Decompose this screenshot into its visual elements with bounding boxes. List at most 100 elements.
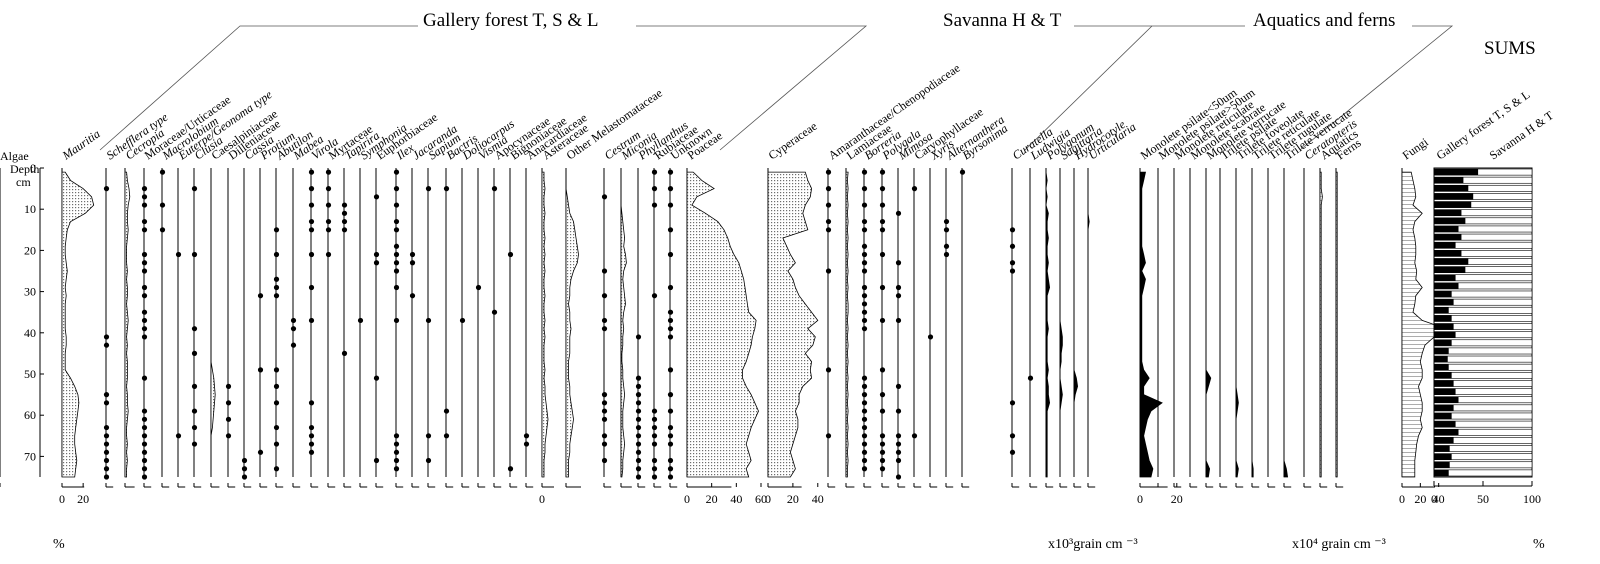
panel-myrtaceae: Myrtaceae [325,122,375,488]
presence-dot [667,284,674,291]
presence-dot [879,367,886,373]
presence-dot [393,433,400,439]
panel-ludwigia: Ludwigia [1027,125,1073,488]
sums-bar-gallery [1434,339,1452,346]
presence-dot [1009,243,1016,249]
presence-dot [861,457,868,464]
presence-dot [273,276,280,282]
abundance-curve [845,171,849,478]
panel-protium: Protium [257,128,298,488]
presence-dot [308,424,315,431]
presence-dot [103,186,110,192]
presence-dot [861,284,868,291]
presence-dot [191,383,198,389]
presence-dot [393,251,400,258]
panel-algae: Algae [0,149,29,487]
presence-dot [225,400,232,406]
presence-dot [635,441,642,447]
panel-vismia: Vismia [476,132,510,488]
presence-dot [141,433,148,439]
presence-dot [651,416,658,422]
presence-dot [393,441,400,447]
presence-dot [879,284,886,291]
presence-dot [879,457,886,464]
presence-dot [667,227,674,233]
unit-conc-2: x10⁴ grain cm ⁻³ [1292,537,1386,552]
presence-dot [393,466,400,472]
panel-ceratopteris: Ceratopteris [1302,116,1360,488]
presence-dot [635,466,642,472]
presence-dot [409,251,416,258]
depth-label: Depth [10,162,39,176]
panel-trilete-psilate: Trilete psilate [1218,113,1280,488]
presence-dot [103,474,110,480]
presence-dot [341,227,348,233]
sums-bar-gallery [1434,445,1450,452]
presence-dot [1009,268,1016,274]
presence-dot [635,457,642,464]
presence-dot [159,227,166,233]
scale-tick-label: 0 [684,492,690,506]
presence-dot [393,284,400,291]
presence-dot [895,433,902,439]
presence-dot [141,202,148,208]
presence-dot [393,260,400,266]
presence-dot [373,251,380,258]
panel-trilete-reticulate: Trilete reticulate [1250,106,1323,488]
panel-anacardiaceae: Anacardiaceae [524,110,590,488]
presence-dot [191,186,198,192]
presence-dot [241,466,248,472]
presence-dot [879,392,886,398]
sums-bar-gallery [1434,258,1469,265]
sums-bar-savanna [1433,355,1533,363]
presence-dot [443,408,450,414]
presence-dot [191,424,198,431]
sums-bar-gallery [1434,356,1448,363]
presence-dot [225,416,232,422]
presence-dot [425,317,432,324]
presence-dot [308,227,315,233]
presence-dot [879,466,886,472]
panel-xyris: Xyris [927,136,957,488]
presence-dot [927,334,934,340]
presence-dot [373,194,380,200]
presence-dot [191,350,198,356]
presence-dot [895,457,902,464]
presence-dot [1009,260,1016,266]
presence-dot [241,474,248,480]
presence-dot [491,186,498,192]
sums-bar-gallery [1434,412,1452,420]
presence-dot [667,392,674,398]
presence-dot [879,227,886,233]
presence-dot [861,301,868,307]
presence-dot [103,466,110,472]
panel-polygala: Polygala [879,126,923,488]
sums-bar-gallery [1434,437,1454,444]
presence-dot [341,350,348,356]
panel-curatella: Curatella [1009,125,1055,488]
presence-dot [273,424,280,431]
presence-dot [959,169,966,175]
panel-trilete-foveolate: Trilete foveolate [1234,106,1307,488]
presence-dot [879,169,886,175]
panel-jacaranda: Jacaranda [409,122,460,488]
panel-polygonum: Polygonum [1043,119,1097,488]
presence-dot [651,457,658,464]
presence-dot [861,326,868,332]
presence-dot [861,424,868,431]
presence-dot [651,433,658,439]
presence-dot [159,169,166,175]
presence-dot [861,441,868,447]
presence-dot [141,441,148,447]
presence-dot [308,449,315,455]
sums-bar-gallery [1434,347,1449,355]
presence-dot [895,474,902,480]
depth-tick-label: 20 [24,243,36,257]
panel-cecropia: Cecropia [123,126,167,488]
sums-bar-gallery [1434,217,1466,224]
presence-dot [861,375,868,381]
presence-dot [325,169,332,175]
